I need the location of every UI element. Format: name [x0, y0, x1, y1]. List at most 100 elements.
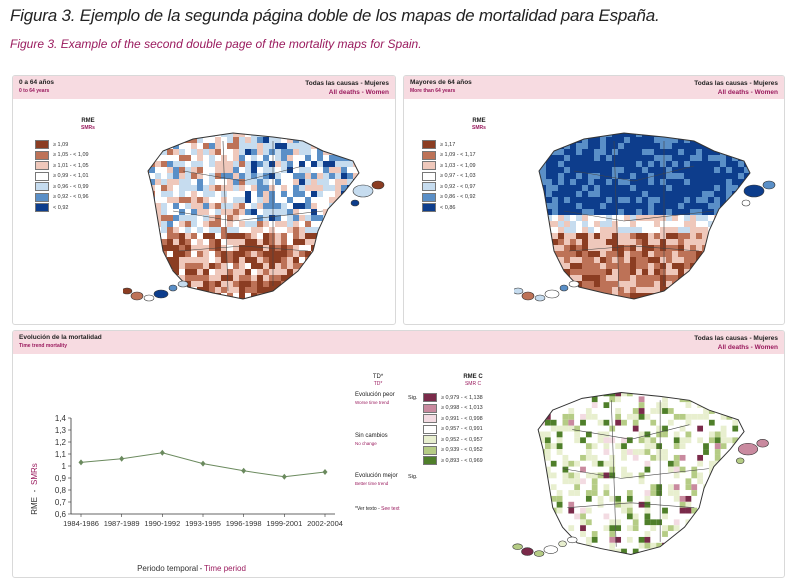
- legend-swatch: [423, 456, 437, 465]
- canary-island: [514, 287, 524, 295]
- legend-swatch: [35, 182, 49, 191]
- legend-swatch: [422, 182, 436, 191]
- td-heading: TD* TD*: [372, 374, 384, 387]
- canary-island: [153, 289, 169, 299]
- legend-item: ≥ 0,92 - < 0,97: [422, 182, 476, 191]
- canary-island: [177, 280, 189, 288]
- canary-island: [123, 287, 133, 295]
- legend-label: ≥ 0,97 - < 1,03: [440, 173, 476, 179]
- legend-swatch: [35, 140, 49, 149]
- legend-label: ≥ 0,998 - < 1,013: [441, 405, 483, 411]
- canary-island: [168, 284, 178, 292]
- legend-item: ≥ 1,17: [422, 140, 455, 149]
- legend-label: ≥ 0,893 - < 0,969: [441, 457, 483, 464]
- y-tick-label: 1,3: [55, 426, 67, 435]
- legend-item: < 0,86: [422, 203, 455, 212]
- spain-map: [514, 132, 776, 302]
- legend-label: ≥ 0,979 - < 1,138: [441, 394, 483, 401]
- legend-item: ≥ 0,92 - < 0,96: [35, 192, 89, 202]
- legend-item: ≥ 0,99 - < 1,01: [35, 171, 89, 181]
- trend-panel: Evolución de la mortalidad Time trend mo…: [12, 330, 785, 578]
- map-panel-over-64: Mayores de 64 años More than 64 years To…: [403, 75, 785, 325]
- panel-header: Evolución de la mortalidad Time trend mo…: [13, 331, 784, 354]
- legend-item: ≥ 0,998 - < 1,013: [423, 403, 483, 413]
- legend-swatch: [422, 203, 436, 212]
- age-group-label: 0 a 64 años 0 to 64 years: [19, 79, 55, 94]
- x-tick-label: 1996-1998: [226, 519, 262, 528]
- province-border: [611, 400, 617, 547]
- legend-title: RME SMRs: [472, 118, 486, 131]
- legend-item: ≥ 0,96 - < 0,99: [35, 182, 89, 191]
- map-panel-under-65: 0 a 64 años 0 to 64 years Todas las caus…: [12, 75, 396, 325]
- no-change-label: Sin cambios No change: [355, 433, 388, 446]
- legend-item: ≥ 1,09 - < 1,17: [422, 150, 476, 160]
- x-tick-label: 1999-2001: [266, 519, 302, 528]
- legend-item: ≥ 0,939 - < 0,952: [423, 445, 483, 455]
- legend-label: ≥ 0,99 - < 1,01: [53, 173, 89, 179]
- significance-label: Sig.: [408, 474, 418, 480]
- x-tick-label: 1984-1986: [63, 519, 99, 528]
- legend-item: ≥ 0,979 - < 1,138: [423, 393, 483, 402]
- panel-header: 0 a 64 años 0 to 64 years Todas las caus…: [13, 76, 395, 99]
- legend-item: < 0,92: [35, 203, 68, 212]
- legend-label: < 0,86: [440, 204, 456, 211]
- legend-item: ≥ 0,893 - < 0,969: [423, 456, 483, 465]
- x-tick-label: 1993-1995: [185, 519, 221, 528]
- spain-map: [512, 391, 769, 557]
- x-tick-label: 2002-2004: [307, 519, 343, 528]
- coastline: [147, 132, 360, 300]
- y-tick-label: 0,6: [55, 510, 67, 519]
- y-tick-label: 0,8: [55, 486, 67, 495]
- legend-label: ≥ 1,17: [440, 141, 456, 148]
- svg-text:-: -: [30, 489, 39, 492]
- figure-title: Figura 3. Ejemplo de la segunda página d…: [10, 6, 660, 25]
- canary-island: [521, 547, 534, 556]
- legend-item: ≥ 0,991 - < 0,998: [423, 414, 483, 423]
- legend-label: ≥ 1,09 - < 1,17: [440, 152, 476, 158]
- canary-island: [534, 294, 546, 302]
- coastline: [537, 391, 745, 556]
- canary-island: [544, 289, 560, 299]
- see-text-note: *Ver texto - See text: [355, 506, 400, 512]
- significance-label: Sig.: [408, 395, 418, 401]
- x-tick-label: 1990-1992: [144, 519, 180, 528]
- y-axis-label: RME: [30, 497, 39, 515]
- y-tick-label: 0,7: [55, 498, 67, 507]
- cause-sex-label: Todas las causas - Mujeres All deaths - …: [694, 80, 778, 96]
- x-tick-label: 1987-1989: [104, 519, 140, 528]
- balearic-island: [762, 180, 776, 190]
- municipality-cells: [539, 133, 750, 299]
- cause-sex-label: Todas las causas - Mujeres All deaths - …: [305, 80, 389, 96]
- balearic-island: [737, 442, 759, 456]
- legend-swatch: [423, 403, 437, 413]
- province-border: [568, 245, 700, 252]
- legend-label: ≥ 0,92 - < 0,96: [53, 194, 89, 200]
- legend-label: ≥ 0,957 - < 0,991: [441, 426, 483, 432]
- trend-label: Evolución de la mortalidad Time trend mo…: [19, 334, 102, 349]
- legend-swatch: [422, 150, 436, 160]
- province-border: [222, 140, 229, 292]
- legend-swatch: [423, 414, 437, 423]
- municipality-cells: [538, 392, 745, 555]
- figure-title-english: Figure 3. Example of the second double p…: [10, 37, 422, 51]
- y-tick-label: 0,9: [55, 474, 67, 483]
- legend-swatch: [422, 161, 436, 170]
- legend-swatch: [422, 192, 436, 202]
- province-border: [562, 468, 709, 479]
- legend-item: ≥ 1,03 - < 1,09: [422, 161, 476, 170]
- legend-item: ≥ 0,957 - < 0,991: [423, 424, 483, 434]
- legend-swatch: [423, 435, 437, 444]
- legend-label: < 0,92: [53, 204, 69, 211]
- legend-label: ≥ 1,09: [53, 141, 69, 148]
- canary-island: [568, 280, 580, 288]
- balearic-island: [741, 199, 751, 207]
- legend-swatch: [35, 171, 49, 181]
- canary-island: [543, 545, 558, 554]
- legend-item: ≥ 1,01 - < 1,05: [35, 161, 89, 170]
- legend-label: ≥ 1,01 - < 1,05: [53, 162, 89, 169]
- legend-item: ≥ 0,952 - < 0,957: [423, 435, 483, 444]
- province-border: [567, 502, 695, 508]
- x-axis-label-english: Time period: [204, 564, 246, 573]
- province-border: [613, 140, 620, 292]
